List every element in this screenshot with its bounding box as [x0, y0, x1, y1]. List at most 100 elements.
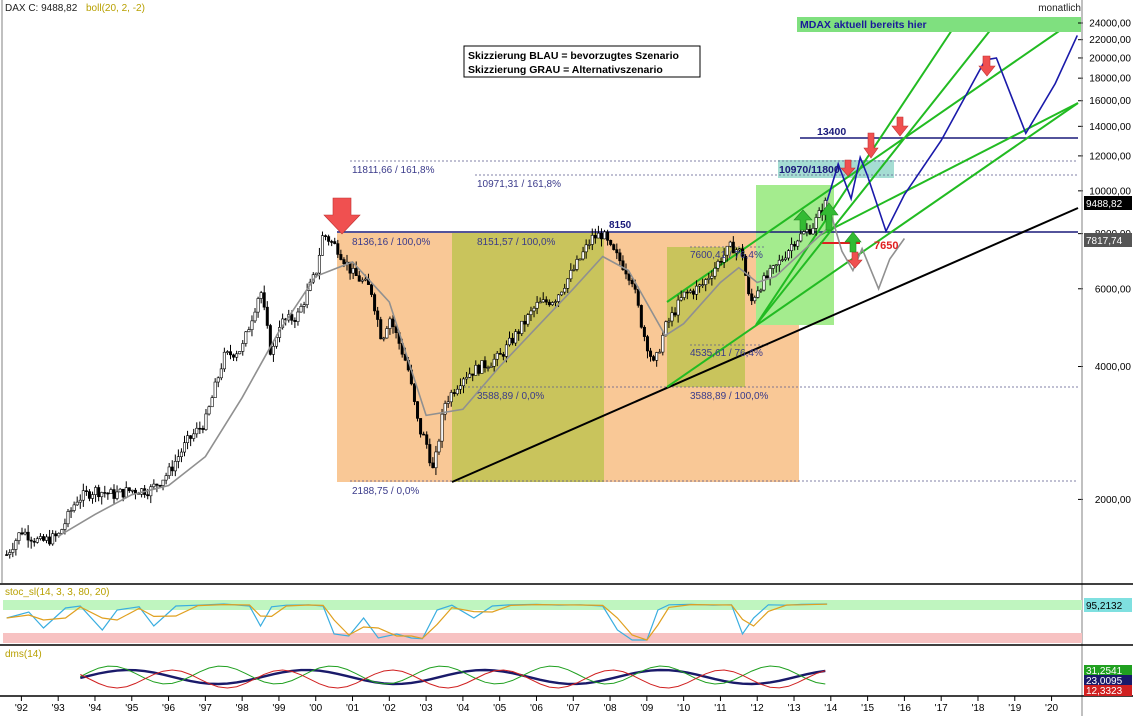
- candle: [514, 328, 518, 347]
- x-tick-label: '04: [456, 703, 469, 714]
- candle: [192, 428, 196, 442]
- candle: [471, 373, 475, 382]
- candle: [495, 350, 499, 367]
- candle: [271, 341, 275, 362]
- candle: [94, 485, 98, 503]
- candle: [704, 278, 708, 292]
- candle: [817, 207, 821, 218]
- candle: [17, 532, 21, 545]
- candle: [544, 296, 548, 306]
- x-tick-label: '97: [199, 703, 212, 714]
- candle: [210, 395, 214, 408]
- candle: [201, 425, 205, 434]
- candle: [462, 377, 466, 394]
- candle: [737, 247, 741, 253]
- candle: [149, 484, 153, 504]
- green-up-arrow-1: [793, 209, 813, 231]
- candle: [161, 479, 165, 491]
- x-tick-label: '14: [824, 703, 837, 714]
- dms-value-badge-3: 12,3323: [1086, 686, 1123, 697]
- candle: [587, 239, 591, 250]
- x-tick-label: '10: [677, 703, 690, 714]
- candle: [373, 292, 377, 315]
- candle: [232, 353, 236, 361]
- candle: [787, 249, 791, 261]
- bollinger-middle-line: [57, 228, 828, 537]
- green-trendlines: [666, 17, 1079, 388]
- candle: [198, 421, 202, 434]
- price-candles: [5, 197, 827, 559]
- candle: [256, 296, 260, 318]
- candle: [23, 528, 27, 536]
- candle: [259, 290, 263, 304]
- y-tick-label: 24000,00: [1089, 18, 1131, 29]
- y-tick-label: 14000,00: [1089, 122, 1131, 133]
- candle: [596, 225, 600, 239]
- x-tick-label: '05: [493, 703, 506, 714]
- candle: [244, 331, 248, 347]
- candle: [370, 283, 374, 298]
- candle: [489, 362, 493, 368]
- candle: [477, 363, 481, 376]
- candle: [394, 324, 398, 339]
- candle: [639, 304, 643, 329]
- candle: [480, 360, 484, 374]
- x-tick-label: '12: [751, 703, 764, 714]
- candle: [685, 289, 689, 300]
- candle: [468, 367, 472, 379]
- x-tick-label: '16: [898, 703, 911, 714]
- dms-value-badge-1: 31,2541: [1086, 666, 1123, 677]
- fib-label-r2: 4535,61 / 76,4%: [690, 348, 763, 359]
- candle: [606, 229, 610, 246]
- candle: [379, 316, 383, 340]
- candle: [673, 307, 677, 318]
- x-tick-label: '95: [125, 703, 138, 714]
- candle: [446, 395, 450, 408]
- candle: [627, 272, 631, 286]
- candle: [731, 236, 735, 254]
- candle: [713, 262, 717, 280]
- candle: [336, 239, 340, 258]
- candle: [5, 550, 9, 556]
- green-up-arrow-3: [819, 202, 839, 231]
- y-tick-label: 10000,00: [1089, 186, 1131, 197]
- y-tick-label: 20000,00: [1089, 53, 1131, 64]
- candle: [517, 329, 521, 341]
- candle: [330, 239, 334, 247]
- x-tick-label: '20: [1045, 703, 1058, 714]
- candle: [250, 315, 254, 337]
- candle: [225, 350, 229, 355]
- fib-label-low2: 3588,89 / 0,0%: [477, 391, 544, 402]
- candle: [354, 261, 358, 276]
- fib-label-r1: 7600,41 / 76,4%: [690, 250, 763, 261]
- candle: [437, 438, 441, 455]
- candle: [630, 278, 634, 288]
- candle: [84, 485, 88, 496]
- secondary-price-badge-bg: [1084, 233, 1132, 247]
- x-tick-label: '15: [861, 703, 874, 714]
- candle: [431, 457, 435, 469]
- y-tick-label: 6000,00: [1095, 284, 1132, 295]
- stoch-value-badge: 95,2132: [1086, 601, 1123, 612]
- candle: [486, 365, 490, 372]
- candle: [351, 261, 355, 280]
- candle: [115, 485, 119, 501]
- candle: [679, 290, 683, 302]
- candle: [541, 292, 545, 303]
- candle: [440, 408, 444, 448]
- candle: [652, 354, 656, 362]
- green-zone-2011-2013: [756, 185, 834, 325]
- candle: [716, 259, 720, 272]
- fib-label-ext1: 11811,66 / 161,8%: [352, 165, 435, 176]
- x-tick-label: '96: [162, 703, 175, 714]
- candle: [799, 229, 803, 243]
- candle: [532, 305, 536, 318]
- current-price-badge: 9488,82: [1086, 199, 1123, 210]
- candle: [492, 353, 496, 372]
- y-tick-label: 22000,00: [1089, 35, 1131, 46]
- candle: [563, 283, 567, 295]
- candle: [753, 295, 757, 304]
- dms-panel: dms(14) 31,2541 23,0095 12,3323: [5, 649, 1132, 697]
- candle: [796, 239, 800, 250]
- legend-line-2: Skizzierung GRAU = Alternativszenario: [468, 64, 663, 76]
